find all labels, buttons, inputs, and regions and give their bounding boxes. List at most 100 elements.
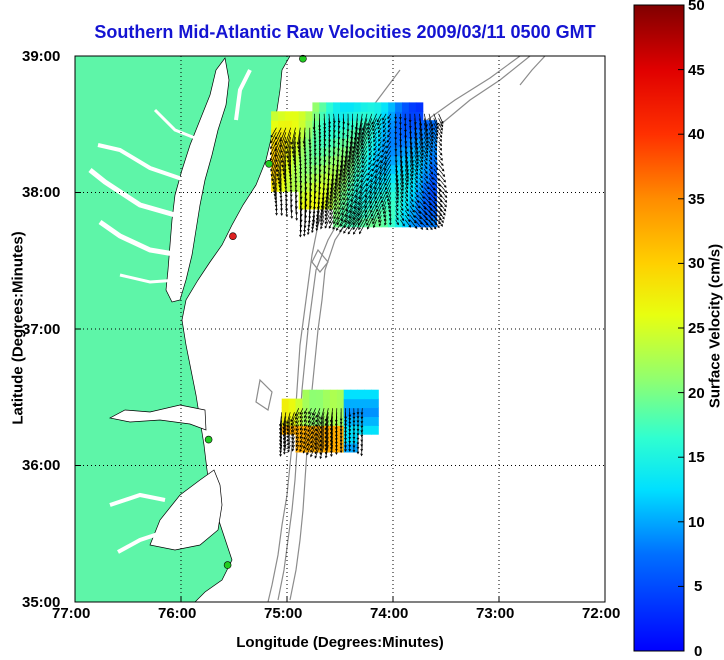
velocity-cell [402,102,410,112]
velocity-vector [424,219,433,231]
velocity-vector [358,113,363,132]
velocity-cell [340,137,348,148]
velocity-vector [438,173,446,183]
velocity-vector [368,155,373,161]
velocity-cell [298,164,307,174]
velocity-vector [338,159,344,177]
velocity-vector [377,122,382,130]
velocity-vector [352,173,358,183]
velocity-vector [333,205,339,215]
velocity-vector [419,155,424,163]
velocity-vector [433,159,438,166]
velocity-vector [438,155,443,161]
velocity-cell [329,434,338,444]
velocity-vector [414,136,419,151]
velocity-vector [419,113,423,127]
velocity-cell [278,111,286,121]
velocity-vector [295,420,300,428]
velocity-cell [402,208,410,219]
velocity-cell [402,200,410,210]
velocity-vector [330,440,333,454]
velocity-vector [409,196,414,203]
velocity-vector [395,210,399,216]
velocity-vector [358,187,368,200]
velocity-cell [312,146,320,157]
velocity-vector [367,118,373,130]
velocity-vector [320,201,325,216]
velocity-vector [318,155,322,167]
velocity-cell [309,389,317,400]
velocity-cell [333,102,341,112]
velocity-vector [356,408,360,415]
velocity-vector [356,173,363,183]
velocity-vector [307,428,312,437]
velocity-cell [284,137,293,148]
velocity-cell [271,120,279,130]
velocity-vector [414,173,418,180]
velocity-vector [279,182,282,195]
velocity-vector [419,173,423,179]
velocity-vector [409,187,413,193]
velocity-vector [323,141,327,152]
velocity-cell [319,173,327,183]
velocity-cell [343,398,352,409]
velocity-vector [414,155,419,165]
velocity-vector [357,155,363,166]
colorbar-tick-label: 10 [688,514,705,531]
velocity-vector [334,196,339,207]
velocity-vector [293,150,297,166]
velocity-vector [372,219,377,229]
velocity-vector [282,428,287,441]
velocity-vector [400,215,405,222]
velocity-vector [395,219,399,226]
velocity-vector [291,444,295,452]
velocity-vector [285,205,289,218]
velocity-vector [368,159,373,166]
velocity-vector [299,424,304,431]
velocity-cell [402,155,410,166]
velocity-cell [415,200,424,210]
velocity-vector [438,122,443,131]
velocity-vector [333,182,339,196]
colorbar-tick-label: 50 [688,0,705,14]
velocity-vector [315,416,321,428]
velocity-cell [295,443,303,453]
velocity-cell [288,407,297,417]
velocity-vector [304,178,308,191]
velocity-cell [312,137,320,148]
velocity-vector [388,215,392,221]
velocity-cell [336,398,345,409]
velocity-vector [385,178,392,191]
velocity-vector [310,432,316,444]
velocity-vector [380,192,387,204]
velocity-vector [310,440,316,453]
velocity-vector [347,168,354,180]
velocity-vector [283,169,287,183]
velocity-vector [280,141,287,159]
velocity-vector [382,118,387,125]
velocity-cell [326,137,334,148]
velocity-vector [343,150,349,168]
velocity-vector [352,145,358,161]
velocity-vector [352,159,358,171]
velocity-vector [386,187,392,199]
velocity-vector [352,155,358,167]
velocity-vector [378,219,382,227]
velocity-vector [287,436,291,446]
x-tick-label: 75:00 [264,605,303,622]
velocity-vector [343,182,349,193]
velocity-vector [338,182,344,194]
velocity-vector [409,178,413,185]
velocity-vector [332,132,336,144]
velocity-vector [282,420,287,434]
velocity-cell [402,217,410,228]
velocity-vector [309,159,312,170]
velocity-vector [404,205,409,212]
velocity-vector [376,159,382,168]
velocity-vector [438,168,446,178]
velocity-vector [400,219,405,227]
velocity-vector [271,169,277,186]
velocity-vector [357,159,363,169]
velocity-cell [312,191,320,201]
velocity-vector [414,196,420,204]
